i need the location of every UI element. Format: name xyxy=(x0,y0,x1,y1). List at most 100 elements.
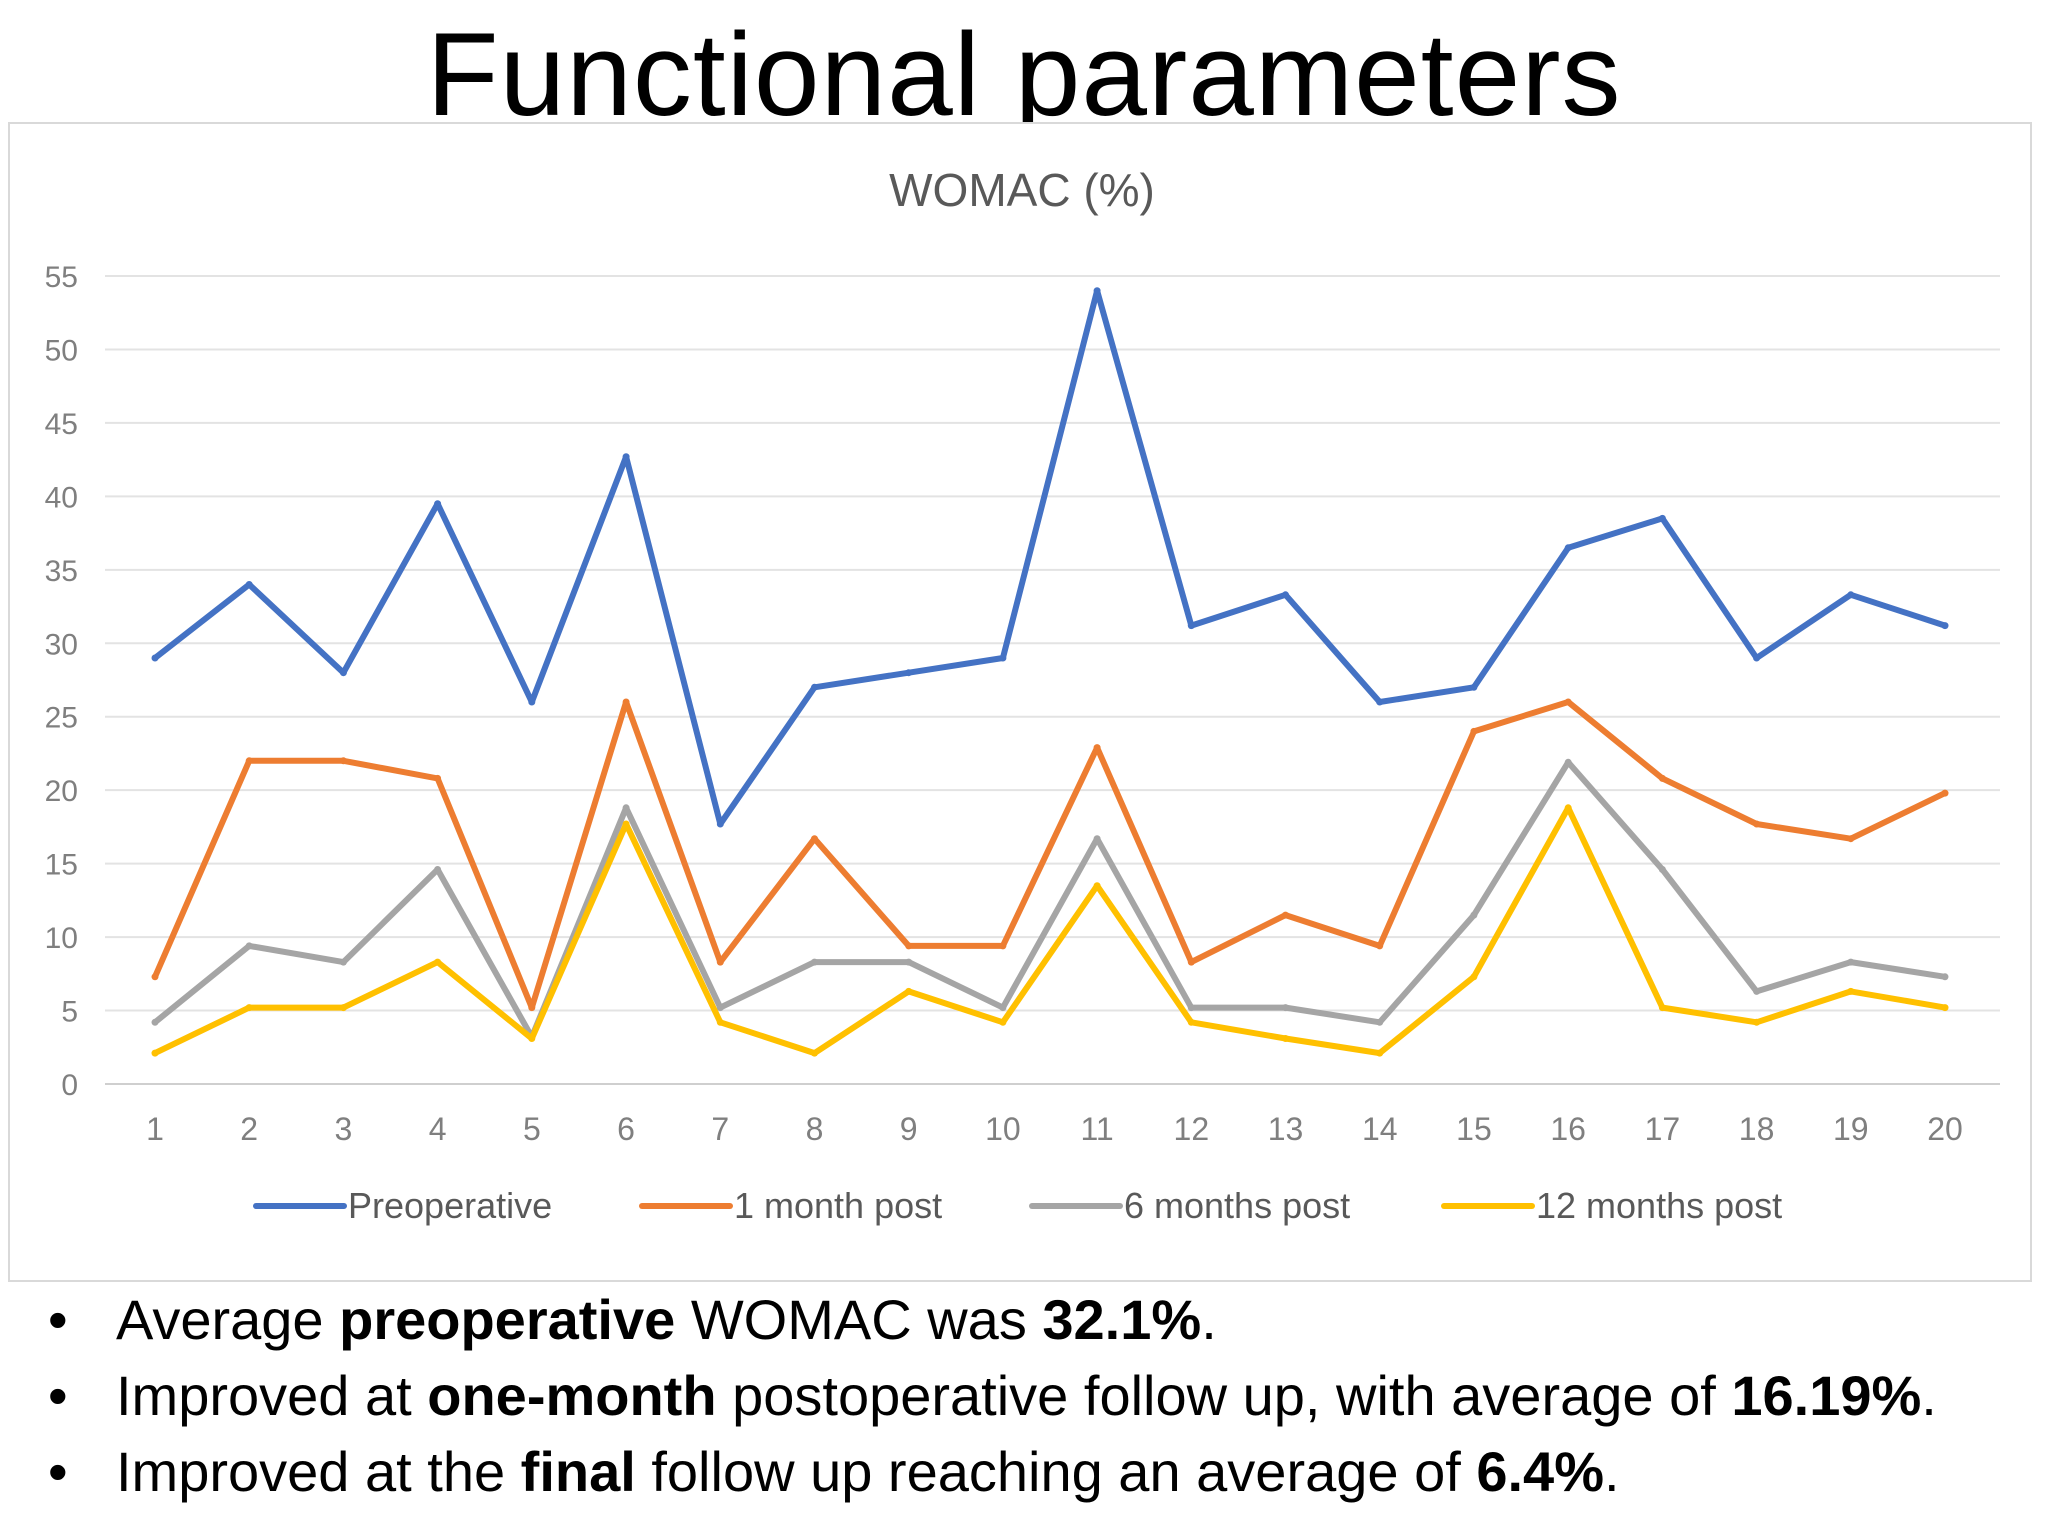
x-tick-label: 19 xyxy=(1833,1111,1869,1147)
x-tick-label: 5 xyxy=(523,1111,541,1147)
data-point xyxy=(434,500,442,508)
x-axis: 1 2 3 4 5 6 7 8 9 10 11 12 13 14 15 16 17 18 19 20 xyxy=(105,1083,2000,1147)
data-point xyxy=(151,1018,159,1026)
x-tick-label: 7 xyxy=(711,1111,729,1147)
chart-title: WOMAC (%) xyxy=(889,164,1155,216)
bullet-item: • Average preoperative WOMAC was 32.1%. xyxy=(48,1282,2038,1358)
data-point xyxy=(1564,758,1572,766)
series-line xyxy=(152,804,1948,1057)
slide-title: Functional parameters xyxy=(426,9,1622,141)
y-tick-label: 5 xyxy=(61,996,78,1029)
data-point xyxy=(811,1049,818,1057)
y-tick-label: 55 xyxy=(45,261,78,294)
data-point xyxy=(1470,911,1478,919)
x-tick-label: 10 xyxy=(985,1111,1021,1147)
data-point xyxy=(1847,987,1855,995)
data-point xyxy=(434,866,442,873)
data-point xyxy=(1470,973,1478,981)
data-point xyxy=(1470,727,1478,735)
series-0 xyxy=(151,287,1949,828)
data-point xyxy=(999,1004,1007,1012)
y-tick-label: 15 xyxy=(45,849,78,882)
data-point xyxy=(1564,544,1572,552)
data-point xyxy=(811,835,818,843)
data-point xyxy=(1093,835,1101,843)
data-point xyxy=(622,804,630,812)
data-point xyxy=(622,453,630,461)
data-point xyxy=(811,683,818,691)
data-point xyxy=(622,820,630,828)
x-tick-label: 12 xyxy=(1174,1111,1210,1147)
data-point xyxy=(1753,987,1761,995)
series-2 xyxy=(151,758,1949,1041)
y-axis: 0 5 10 15 20 25 30 35 40 45 50 55 xyxy=(45,261,78,1102)
y-tick-label: 40 xyxy=(45,481,78,514)
data-point xyxy=(999,942,1007,950)
bullet-item: • Improved at one-month postoperative fo… xyxy=(48,1358,2038,1434)
data-point xyxy=(1658,774,1666,782)
bullet-dot-icon: • xyxy=(48,1364,68,1427)
x-tick-label: 17 xyxy=(1645,1111,1681,1147)
legend-label: 1 month post xyxy=(734,1185,942,1226)
data-point xyxy=(528,1035,536,1042)
data-point xyxy=(1282,1035,1289,1042)
data-point xyxy=(528,698,536,706)
x-tick-label: 9 xyxy=(900,1111,918,1147)
series-1 xyxy=(151,698,1949,1012)
x-tick-label: 1 xyxy=(146,1111,164,1147)
data-point xyxy=(999,654,1007,662)
data-point xyxy=(622,698,630,706)
legend: Preoperative 1 month post 6 months post 12 … xyxy=(253,1185,1782,1226)
x-tick-label: 6 xyxy=(617,1111,635,1147)
data-point xyxy=(151,654,159,662)
data-point xyxy=(905,987,913,995)
data-point xyxy=(1564,698,1572,706)
gridlines xyxy=(105,275,2000,1012)
x-tick-label: 8 xyxy=(806,1111,824,1147)
data-point xyxy=(1470,683,1478,691)
data-point xyxy=(1187,1004,1195,1012)
data-point xyxy=(245,757,253,765)
data-point xyxy=(1376,1049,1384,1057)
data-point xyxy=(528,1004,536,1012)
x-tick-label: 18 xyxy=(1739,1111,1775,1147)
data-point xyxy=(1847,835,1855,843)
data-point xyxy=(1376,698,1384,706)
series-line xyxy=(152,287,1948,827)
x-tick-label: 15 xyxy=(1456,1111,1492,1147)
series-3 xyxy=(151,804,1949,1057)
data-point xyxy=(1093,744,1101,752)
data-point xyxy=(1282,911,1289,919)
data-point xyxy=(339,757,347,765)
data-point xyxy=(1187,958,1195,966)
bullet-dot-icon: • xyxy=(48,1288,68,1351)
data-point xyxy=(1753,1018,1761,1026)
data-point xyxy=(434,958,442,966)
x-tick-label: 11 xyxy=(1080,1111,1113,1147)
data-point xyxy=(1187,622,1195,630)
data-point xyxy=(716,958,724,966)
data-point xyxy=(434,774,442,782)
data-point xyxy=(811,958,818,966)
data-point xyxy=(1753,654,1761,662)
data-point xyxy=(1564,804,1572,812)
data-point xyxy=(339,669,347,677)
data-point xyxy=(1187,1018,1195,1026)
data-point xyxy=(716,1004,724,1012)
data-point xyxy=(905,942,913,950)
data-point xyxy=(1753,820,1761,828)
data-point xyxy=(1282,1004,1289,1012)
legend-label: Preoperative xyxy=(348,1185,552,1226)
y-tick-label: 10 xyxy=(45,922,78,955)
bullet-dot-icon: • xyxy=(48,1440,68,1503)
data-point xyxy=(716,820,724,828)
data-point xyxy=(1847,591,1855,599)
data-point xyxy=(339,958,347,966)
data-point xyxy=(1847,958,1855,966)
data-point xyxy=(1282,591,1289,599)
x-tick-label: 14 xyxy=(1362,1111,1398,1147)
summary-bullets: • Average preoperative WOMAC was 32.1%. … xyxy=(48,1282,2038,1510)
y-tick-label: 30 xyxy=(45,628,78,661)
